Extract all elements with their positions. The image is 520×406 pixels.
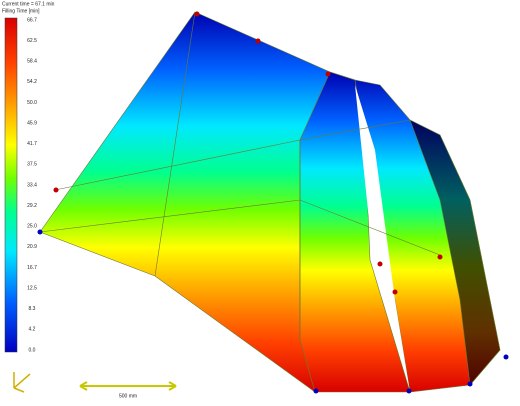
color-bar-label: 62.5 — [27, 38, 37, 44]
color-bar-label: 0.0 — [29, 347, 36, 353]
color-bar — [4, 17, 18, 353]
color-bar-label: 29.2 — [27, 203, 37, 209]
time-label: Current time = 67.1 min — [2, 1, 55, 7]
color-bar-label: 16.7 — [27, 265, 37, 271]
color-bar-label: 50.0 — [27, 100, 37, 106]
axis-triad — [13, 372, 31, 393]
node-markers — [37, 11, 509, 394]
color-bar-label: 8.3 — [29, 306, 36, 312]
color-bar-label: 4.2 — [29, 327, 36, 333]
color-bar-label: 37.5 — [27, 162, 37, 168]
color-bar-label: 12.5 — [27, 285, 37, 291]
part-model — [39, 11, 501, 393]
color-bar-label: 45.9 — [27, 120, 37, 126]
quantity-label: Filling Time [min] — [2, 8, 40, 14]
color-bar-label: 25.0 — [27, 224, 37, 230]
color-bar-ticks: 66.7 62.5 58.4 54.2 50.0 45.9 41.7 37.5 33.4 29.2… — [27, 17, 37, 353]
color-bar-label: 33.4 — [27, 182, 37, 188]
color-bar-label: 41.7 — [27, 141, 37, 147]
scale-bar-label: 500 mm — [119, 393, 137, 399]
color-bar-label: 58.4 — [27, 59, 37, 65]
color-bar-label: 66.7 — [27, 17, 37, 23]
color-bar-label: 54.2 — [27, 79, 37, 85]
scale-bar — [79, 381, 177, 391]
color-bar-label: 20.9 — [27, 244, 37, 250]
